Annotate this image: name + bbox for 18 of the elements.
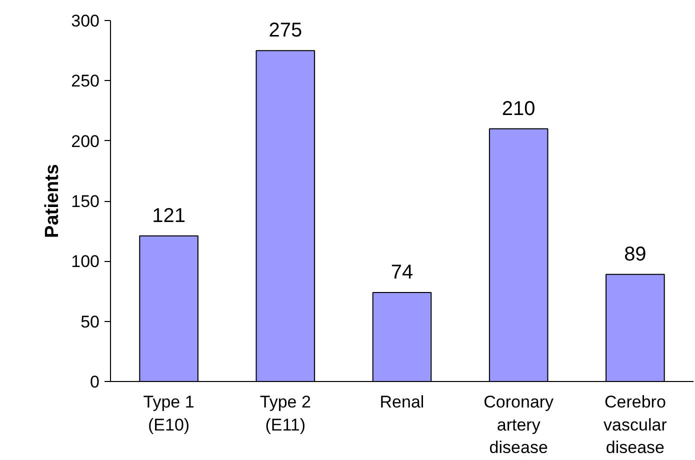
x-tick-label: Renal (380, 392, 424, 412)
data-label: 275 (268, 20, 302, 42)
x-tick-label: Coronary artery disease (484, 392, 554, 458)
data-label: 74 (390, 261, 414, 284)
data-label: 210 (502, 98, 536, 120)
y-axis-title: Patients (42, 164, 64, 238)
y-tick-label: 250 (71, 72, 100, 91)
data-label: 89 (624, 243, 646, 266)
y-tick-label: 0 (90, 372, 100, 392)
x-tick-label: Type 2 (E11) (260, 392, 311, 434)
y-tick-label: 300 (71, 12, 100, 30)
x-tick-label: Cerebro vascular disease (604, 392, 668, 458)
y-tick-label: 200 (71, 132, 100, 151)
y-tick-label: 50 (80, 312, 100, 332)
x-tick-label: Type 1 (E10) (143, 392, 194, 434)
y-tick-label: 150 (71, 192, 100, 211)
y-tick-label: 100 (71, 252, 100, 272)
data-label: 121 (152, 204, 186, 227)
